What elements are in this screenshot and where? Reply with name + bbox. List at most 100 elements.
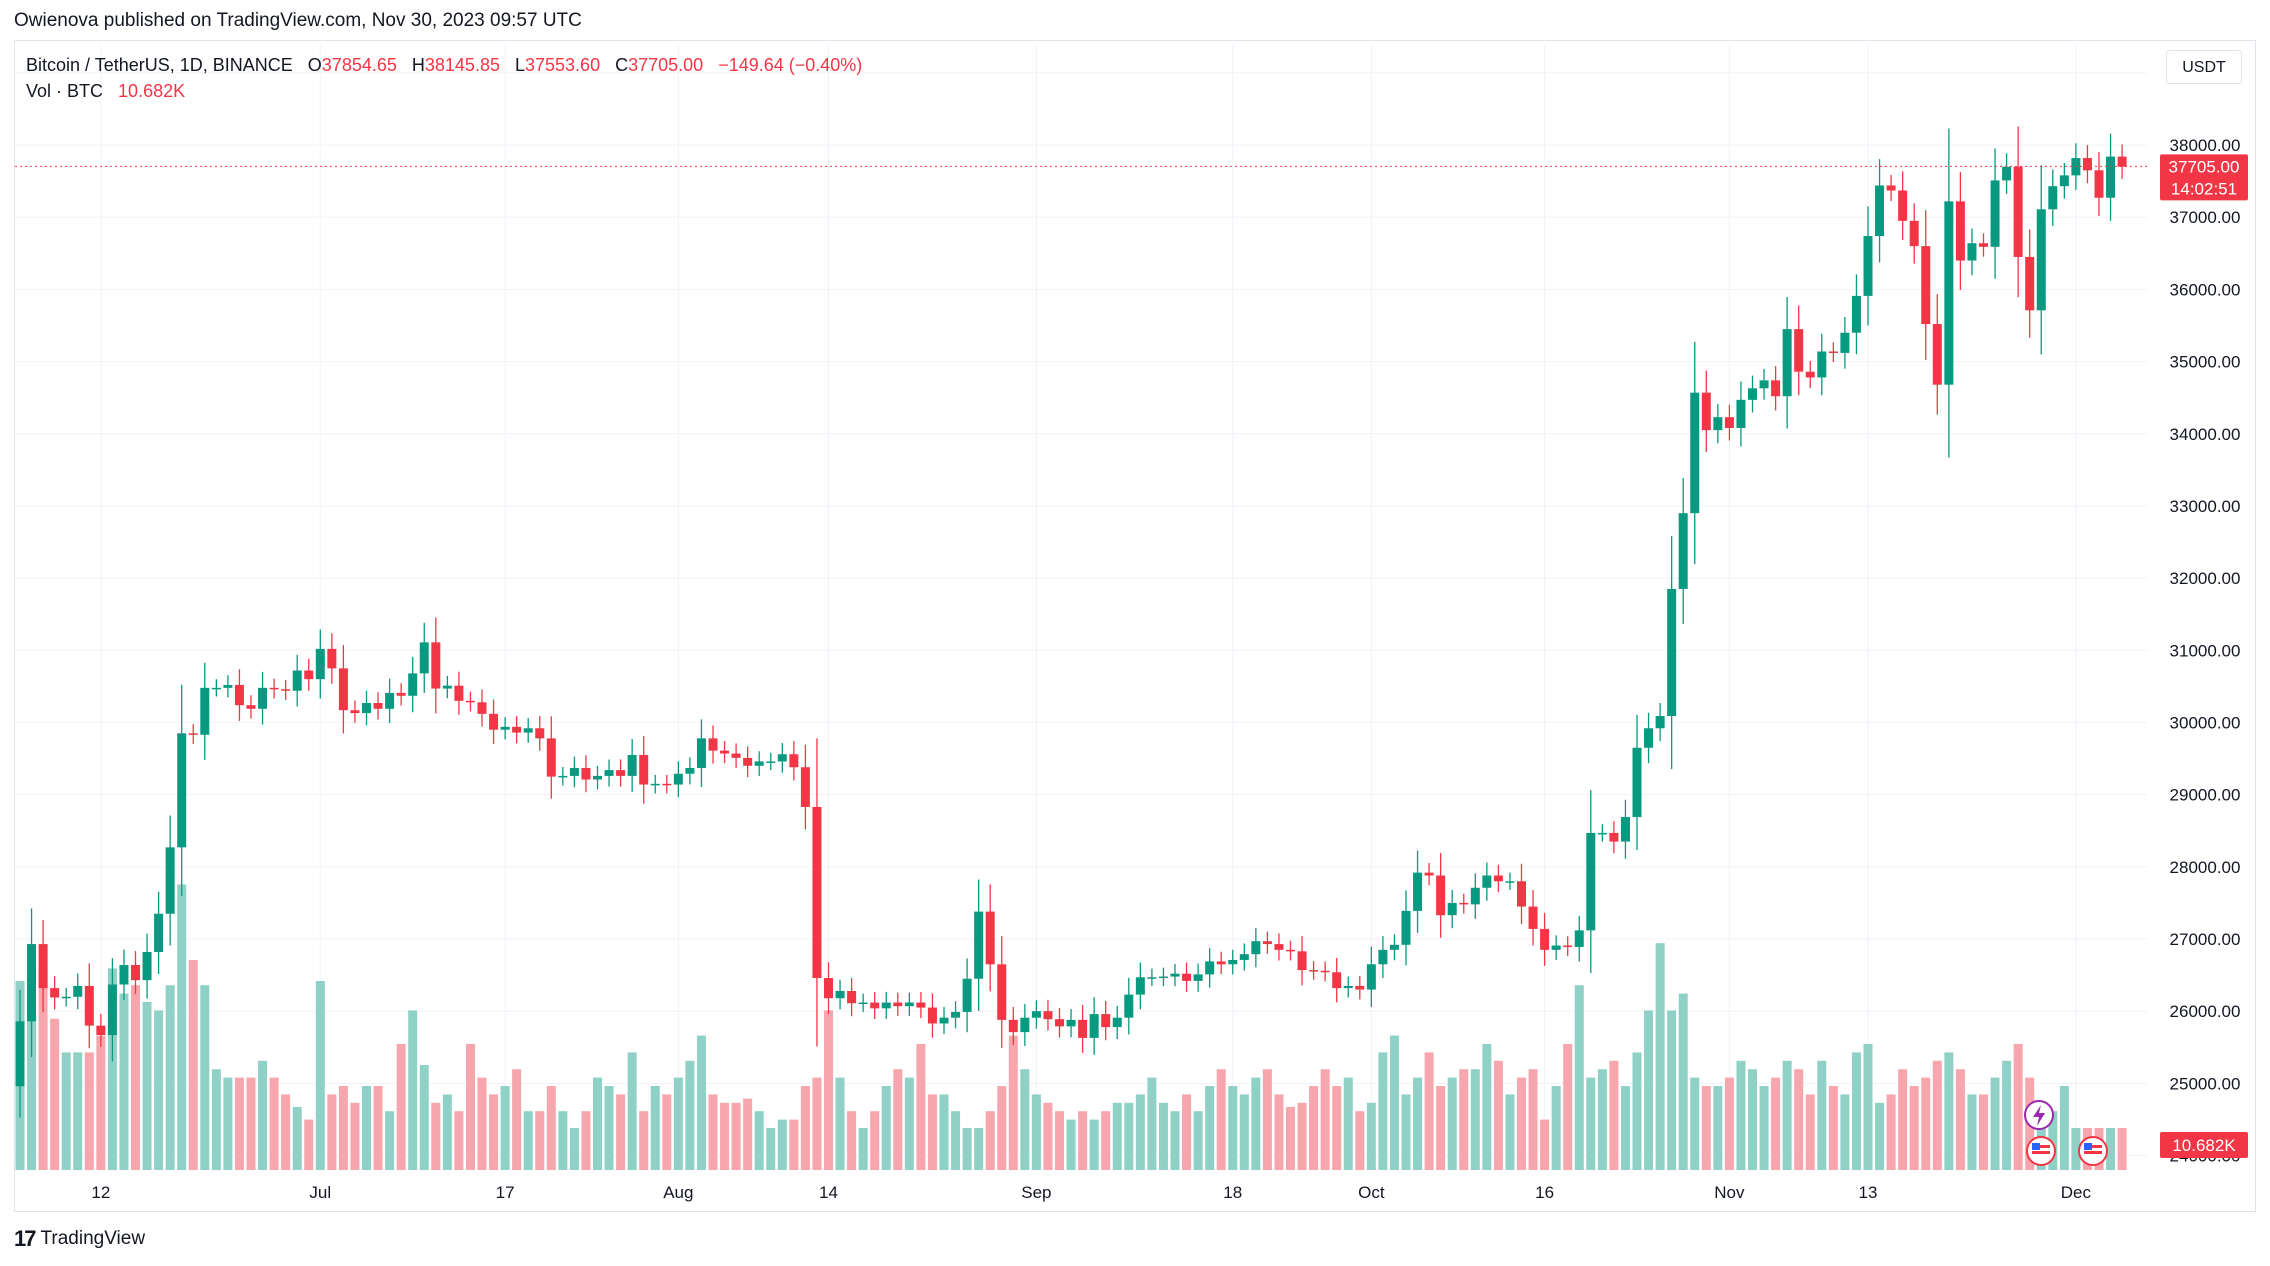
candle-body bbox=[1979, 243, 1988, 247]
time-tick-label: Sep bbox=[1021, 1183, 1051, 1202]
time-axis: 12 Jul 17 Aug 14 Sep 18 Oct 16 Nov 13 Dec bbox=[91, 1183, 2091, 1202]
volume-bar bbox=[1297, 1102, 1307, 1170]
volume-bar bbox=[1158, 1102, 1168, 1170]
candle-body bbox=[766, 761, 776, 763]
volume-bar bbox=[569, 1128, 579, 1170]
candle-body bbox=[1320, 970, 1330, 973]
candle-body bbox=[1574, 930, 1584, 947]
candle-body bbox=[2048, 186, 2058, 210]
candle-body bbox=[1170, 973, 1180, 977]
candle-body bbox=[1620, 817, 1630, 842]
volume-bar bbox=[523, 1111, 533, 1170]
volume-bar bbox=[1771, 1077, 1781, 1170]
volume-bar bbox=[881, 1086, 891, 1170]
candle-body bbox=[500, 726, 510, 730]
candle-body bbox=[292, 670, 302, 691]
volume-bar bbox=[1817, 1060, 1827, 1170]
candle-body bbox=[997, 964, 1007, 1020]
candle-body bbox=[1424, 872, 1434, 876]
volume-bar bbox=[258, 1060, 268, 1170]
candle-body bbox=[142, 952, 152, 981]
volume-bar bbox=[1528, 1069, 1538, 1170]
candle-body bbox=[1609, 832, 1619, 842]
candle-body bbox=[1828, 351, 1838, 353]
candle-body bbox=[985, 911, 995, 965]
candle-body bbox=[1135, 977, 1145, 995]
volume-bar bbox=[604, 1086, 614, 1170]
volume-bar bbox=[1517, 1077, 1526, 1170]
price-tick-label: 34000.00 bbox=[2170, 425, 2241, 444]
legend-volume-label[interactable]: Vol · BTC bbox=[26, 81, 104, 101]
price-tick-label: 38000.00 bbox=[2170, 136, 2241, 155]
volume-bar bbox=[789, 1119, 799, 1170]
price-tick-label: 30000.00 bbox=[2170, 713, 2241, 732]
volume-bar bbox=[904, 1077, 914, 1170]
volume-bar bbox=[419, 1065, 429, 1170]
candle-body bbox=[1632, 747, 1642, 818]
candle-body bbox=[1205, 961, 1215, 975]
candle-body bbox=[1239, 954, 1249, 960]
candle-body bbox=[1147, 977, 1157, 979]
volume-bar bbox=[327, 1094, 337, 1170]
volume-bar bbox=[154, 1010, 164, 1170]
volume-bar bbox=[1921, 1077, 1931, 1170]
candle-body bbox=[2094, 170, 2104, 198]
volume-bar bbox=[1101, 1111, 1111, 1170]
candle-body bbox=[38, 944, 48, 989]
axis-badges: 37705.00 14:02:51 10.682K bbox=[2160, 154, 2248, 1158]
volume-bar bbox=[962, 1128, 972, 1170]
volume-bar bbox=[581, 1111, 591, 1170]
legend-low-label: L bbox=[514, 55, 525, 75]
flag-canton bbox=[2032, 1143, 2040, 1150]
volume-bar bbox=[593, 1077, 602, 1170]
volume-bar bbox=[338, 1086, 348, 1170]
volume-bar bbox=[50, 1018, 60, 1170]
candle-body bbox=[1563, 945, 1573, 948]
volume-bar bbox=[985, 1111, 995, 1170]
candle-body bbox=[1158, 976, 1168, 979]
candle-body bbox=[1343, 985, 1353, 989]
candle-body bbox=[627, 754, 637, 776]
candle-body bbox=[1447, 902, 1457, 916]
volume-bar bbox=[1470, 1069, 1480, 1170]
tradingview-logo-icon: 17 bbox=[14, 1226, 37, 1251]
flag-stripe bbox=[2084, 1145, 2102, 1148]
candle-body bbox=[1078, 1019, 1088, 1038]
candle-body bbox=[1505, 881, 1515, 883]
candle-body bbox=[939, 1017, 949, 1024]
legend-symbol[interactable]: Bitcoin / TetherUS, 1D, BINANCE bbox=[26, 55, 293, 75]
volume-bar bbox=[1597, 1069, 1607, 1170]
candle-body bbox=[442, 685, 452, 689]
candle-body bbox=[662, 783, 672, 786]
volume-bar bbox=[234, 1077, 244, 1170]
volume-badge-value: 10.682K bbox=[2172, 1136, 2236, 1155]
candle-body bbox=[2106, 156, 2116, 198]
volume-bar bbox=[1112, 1102, 1122, 1170]
candle-body bbox=[131, 965, 140, 981]
legend-open-label: O bbox=[307, 55, 322, 75]
volume-bar bbox=[1216, 1069, 1226, 1170]
volume-bar bbox=[835, 1077, 845, 1170]
candle-body bbox=[362, 702, 371, 714]
volume-bar bbox=[1724, 1077, 1734, 1170]
volume-bar bbox=[1759, 1086, 1769, 1170]
volume-bar bbox=[73, 1052, 83, 1170]
candle-body bbox=[893, 1002, 903, 1007]
candle-body bbox=[2082, 158, 2092, 171]
candle-body bbox=[696, 738, 706, 768]
volume-bar bbox=[2002, 1060, 2012, 1170]
volume-bar bbox=[916, 1044, 926, 1170]
tradingview-brand[interactable]: 17 TradingView bbox=[14, 1226, 145, 1252]
candle-body bbox=[1066, 1019, 1076, 1027]
volume-bar bbox=[650, 1086, 660, 1170]
time-tick-label: Aug bbox=[663, 1183, 693, 1202]
price-tick-label: 36000.00 bbox=[2170, 280, 2241, 299]
legend-close: 37705.00 bbox=[628, 55, 704, 75]
candle-body bbox=[916, 1002, 926, 1008]
volume-bar bbox=[535, 1111, 545, 1170]
currency-button[interactable]: USDT bbox=[2166, 50, 2242, 84]
candle-body bbox=[1366, 964, 1376, 990]
time-tick-label: Dec bbox=[2061, 1183, 2092, 1202]
last-price-badge bbox=[2160, 154, 2248, 201]
